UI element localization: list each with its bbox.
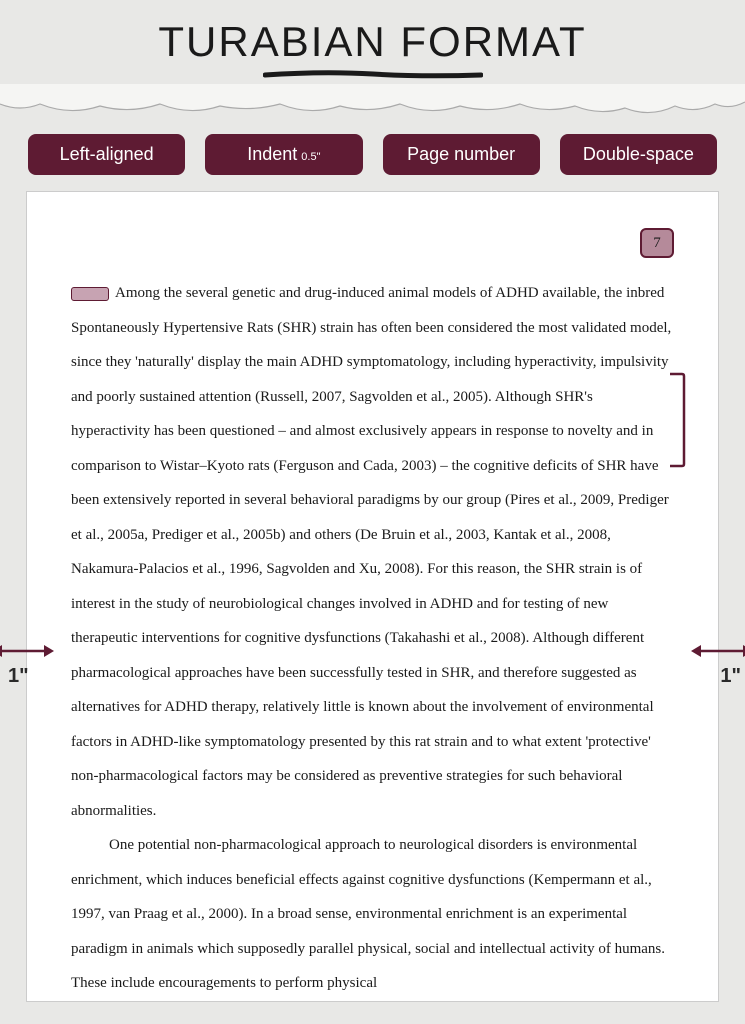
header: TURABIAN FORMAT xyxy=(0,0,745,84)
callout-labels: Left-aligned Indent 0.5" Page number Dou… xyxy=(0,126,745,191)
label-subtext: 0.5" xyxy=(301,151,320,163)
title-underline xyxy=(263,70,483,76)
right-margin-label: 1" xyxy=(720,665,741,688)
page-number-value: 7 xyxy=(653,235,661,252)
document-area: 1" 7 Among the several genetic and drug-… xyxy=(0,191,745,1002)
label-text: Double-space xyxy=(583,144,694,165)
label-left-aligned: Left-aligned xyxy=(28,134,185,175)
torn-paper-edge xyxy=(0,84,745,126)
paragraph-1: Among the several genetic and drug-induc… xyxy=(71,276,674,828)
label-double-space: Double-space xyxy=(560,134,717,175)
document-page: 7 Among the several genetic and drug-ind… xyxy=(26,191,719,1002)
body-text: Among the several genetic and drug-induc… xyxy=(71,276,674,1001)
paragraph-1-text: Among the several genetic and drug-induc… xyxy=(71,285,671,819)
page-number-badge: 7 xyxy=(640,228,674,258)
paragraph-2: One potential non-pharmacological approa… xyxy=(71,828,674,1001)
label-indent: Indent 0.5" xyxy=(205,134,362,175)
page-title: TURABIAN FORMAT xyxy=(0,18,745,66)
label-page-number: Page number xyxy=(383,134,540,175)
label-text: Left-aligned xyxy=(60,144,154,165)
label-text: Page number xyxy=(407,144,515,165)
label-text: Indent xyxy=(247,144,297,165)
indent-highlight xyxy=(71,287,109,301)
